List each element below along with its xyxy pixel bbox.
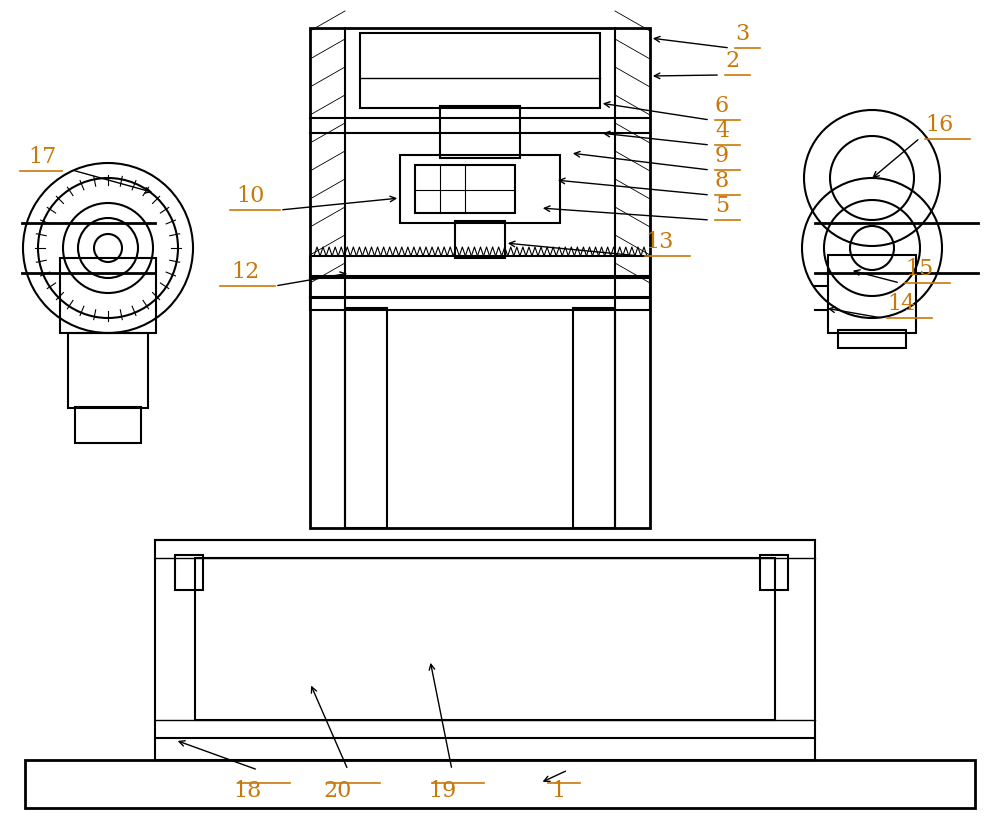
Text: 4: 4 xyxy=(715,120,729,142)
Bar xyxy=(175,555,203,590)
Text: 2: 2 xyxy=(725,50,739,72)
Bar xyxy=(828,255,916,333)
Text: 13: 13 xyxy=(645,231,673,253)
Bar xyxy=(155,540,815,760)
Text: 18: 18 xyxy=(234,780,262,802)
Bar xyxy=(60,258,156,333)
Text: 17: 17 xyxy=(29,146,57,168)
Text: 3: 3 xyxy=(735,23,749,45)
Text: 1: 1 xyxy=(551,780,565,802)
Text: 12: 12 xyxy=(232,261,260,283)
Bar xyxy=(455,221,505,258)
Bar xyxy=(400,155,560,223)
Text: 19: 19 xyxy=(428,780,456,802)
Bar xyxy=(573,308,615,528)
Bar xyxy=(68,333,148,408)
Bar xyxy=(310,256,650,278)
Bar xyxy=(360,33,600,108)
Bar xyxy=(310,297,650,310)
Bar xyxy=(310,28,650,528)
Text: 5: 5 xyxy=(715,195,729,217)
Bar xyxy=(195,558,775,720)
Bar xyxy=(75,407,141,443)
Text: 14: 14 xyxy=(887,293,915,315)
Text: 8: 8 xyxy=(715,170,729,192)
Bar xyxy=(760,555,788,590)
Text: 10: 10 xyxy=(237,185,265,207)
Bar xyxy=(25,760,975,808)
Text: 9: 9 xyxy=(715,145,729,167)
Bar xyxy=(838,330,906,348)
Text: 6: 6 xyxy=(715,95,729,117)
Text: 15: 15 xyxy=(905,258,933,280)
Bar xyxy=(310,276,650,298)
Bar xyxy=(345,308,387,528)
Bar xyxy=(440,106,520,158)
Text: 16: 16 xyxy=(925,114,953,136)
Text: 20: 20 xyxy=(324,780,352,802)
Bar xyxy=(415,165,515,213)
